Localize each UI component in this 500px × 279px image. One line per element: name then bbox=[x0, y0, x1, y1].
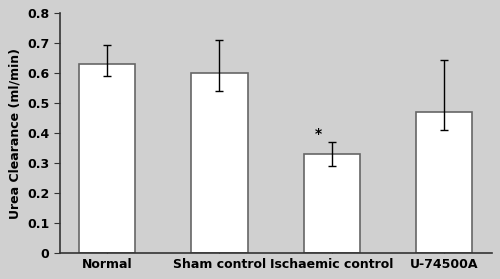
Bar bbox=[304, 154, 360, 253]
Text: *: * bbox=[314, 127, 322, 141]
Bar bbox=[416, 112, 472, 253]
Bar bbox=[79, 64, 136, 253]
Bar bbox=[192, 73, 248, 253]
Y-axis label: Urea Clearance (ml/min): Urea Clearance (ml/min) bbox=[8, 47, 22, 218]
